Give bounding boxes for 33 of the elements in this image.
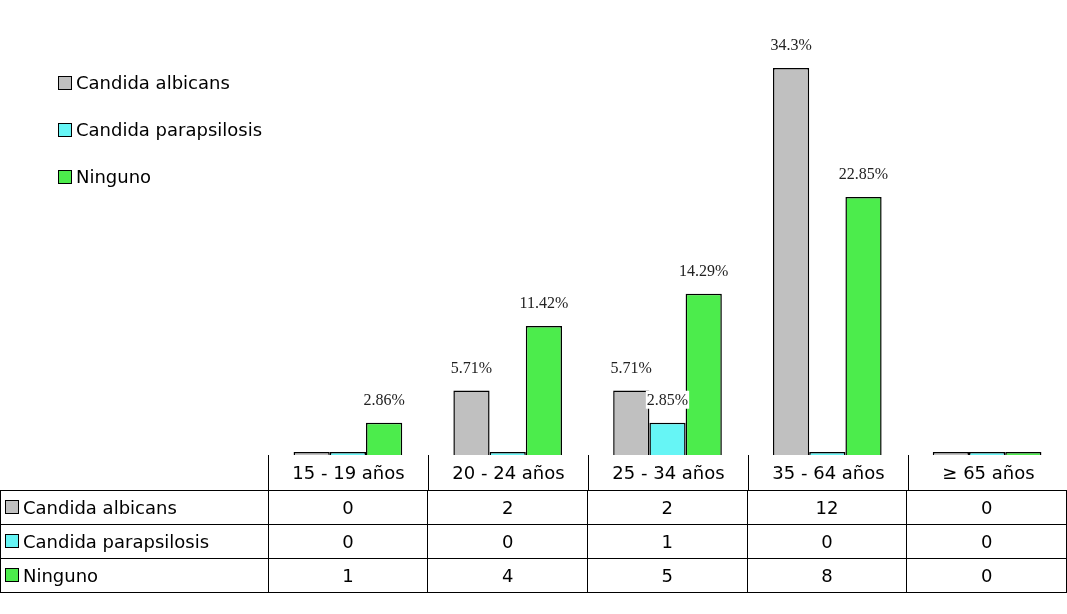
data-label: 34.3% bbox=[770, 36, 812, 54]
x-tick-label: ≥ 65 años bbox=[908, 455, 1067, 490]
data-label: 0 bbox=[906, 490, 1067, 525]
legend-label: Ninguno bbox=[75, 166, 153, 187]
data-label: 0 bbox=[268, 490, 428, 525]
data-label: 0 bbox=[906, 524, 1067, 559]
data-label: 2.86% bbox=[363, 390, 405, 408]
data-label: 2 bbox=[427, 490, 588, 525]
data-label: 2.85% bbox=[646, 391, 689, 409]
legend-label: Candida albicans bbox=[75, 72, 231, 93]
data-label: 1 bbox=[587, 524, 748, 559]
data-label: 8 bbox=[747, 558, 907, 593]
data-label: 22.85% bbox=[838, 165, 889, 183]
data-label: 12 bbox=[747, 490, 907, 525]
data-label: 5.71% bbox=[610, 358, 652, 376]
y-tick-label: Ninguno bbox=[0, 558, 269, 593]
data-label: 0 bbox=[906, 558, 1067, 593]
data-label: 0 bbox=[747, 524, 907, 559]
data-label: 2 bbox=[587, 490, 748, 525]
data-label: 5.71% bbox=[450, 358, 493, 376]
data-label: 4 bbox=[427, 558, 588, 593]
data-label: 1 bbox=[268, 558, 428, 593]
data-label: 0 bbox=[427, 524, 588, 559]
data-label: 5 bbox=[587, 558, 748, 593]
x-tick-label: 15 - 19 años bbox=[268, 455, 428, 490]
data-label: 0 bbox=[268, 524, 428, 559]
data-label: 11.42% bbox=[519, 294, 569, 312]
data-label: 14.29% bbox=[679, 261, 729, 279]
y-tick-label: Candida parapsilosis bbox=[0, 524, 269, 559]
x-tick-label: 25 - 34 años bbox=[588, 455, 748, 490]
y-tick-label: Candida albicans bbox=[0, 490, 269, 525]
x-tick-label: 20 - 24 años bbox=[428, 455, 588, 490]
x-tick-label: 35 - 64 años bbox=[748, 455, 908, 490]
